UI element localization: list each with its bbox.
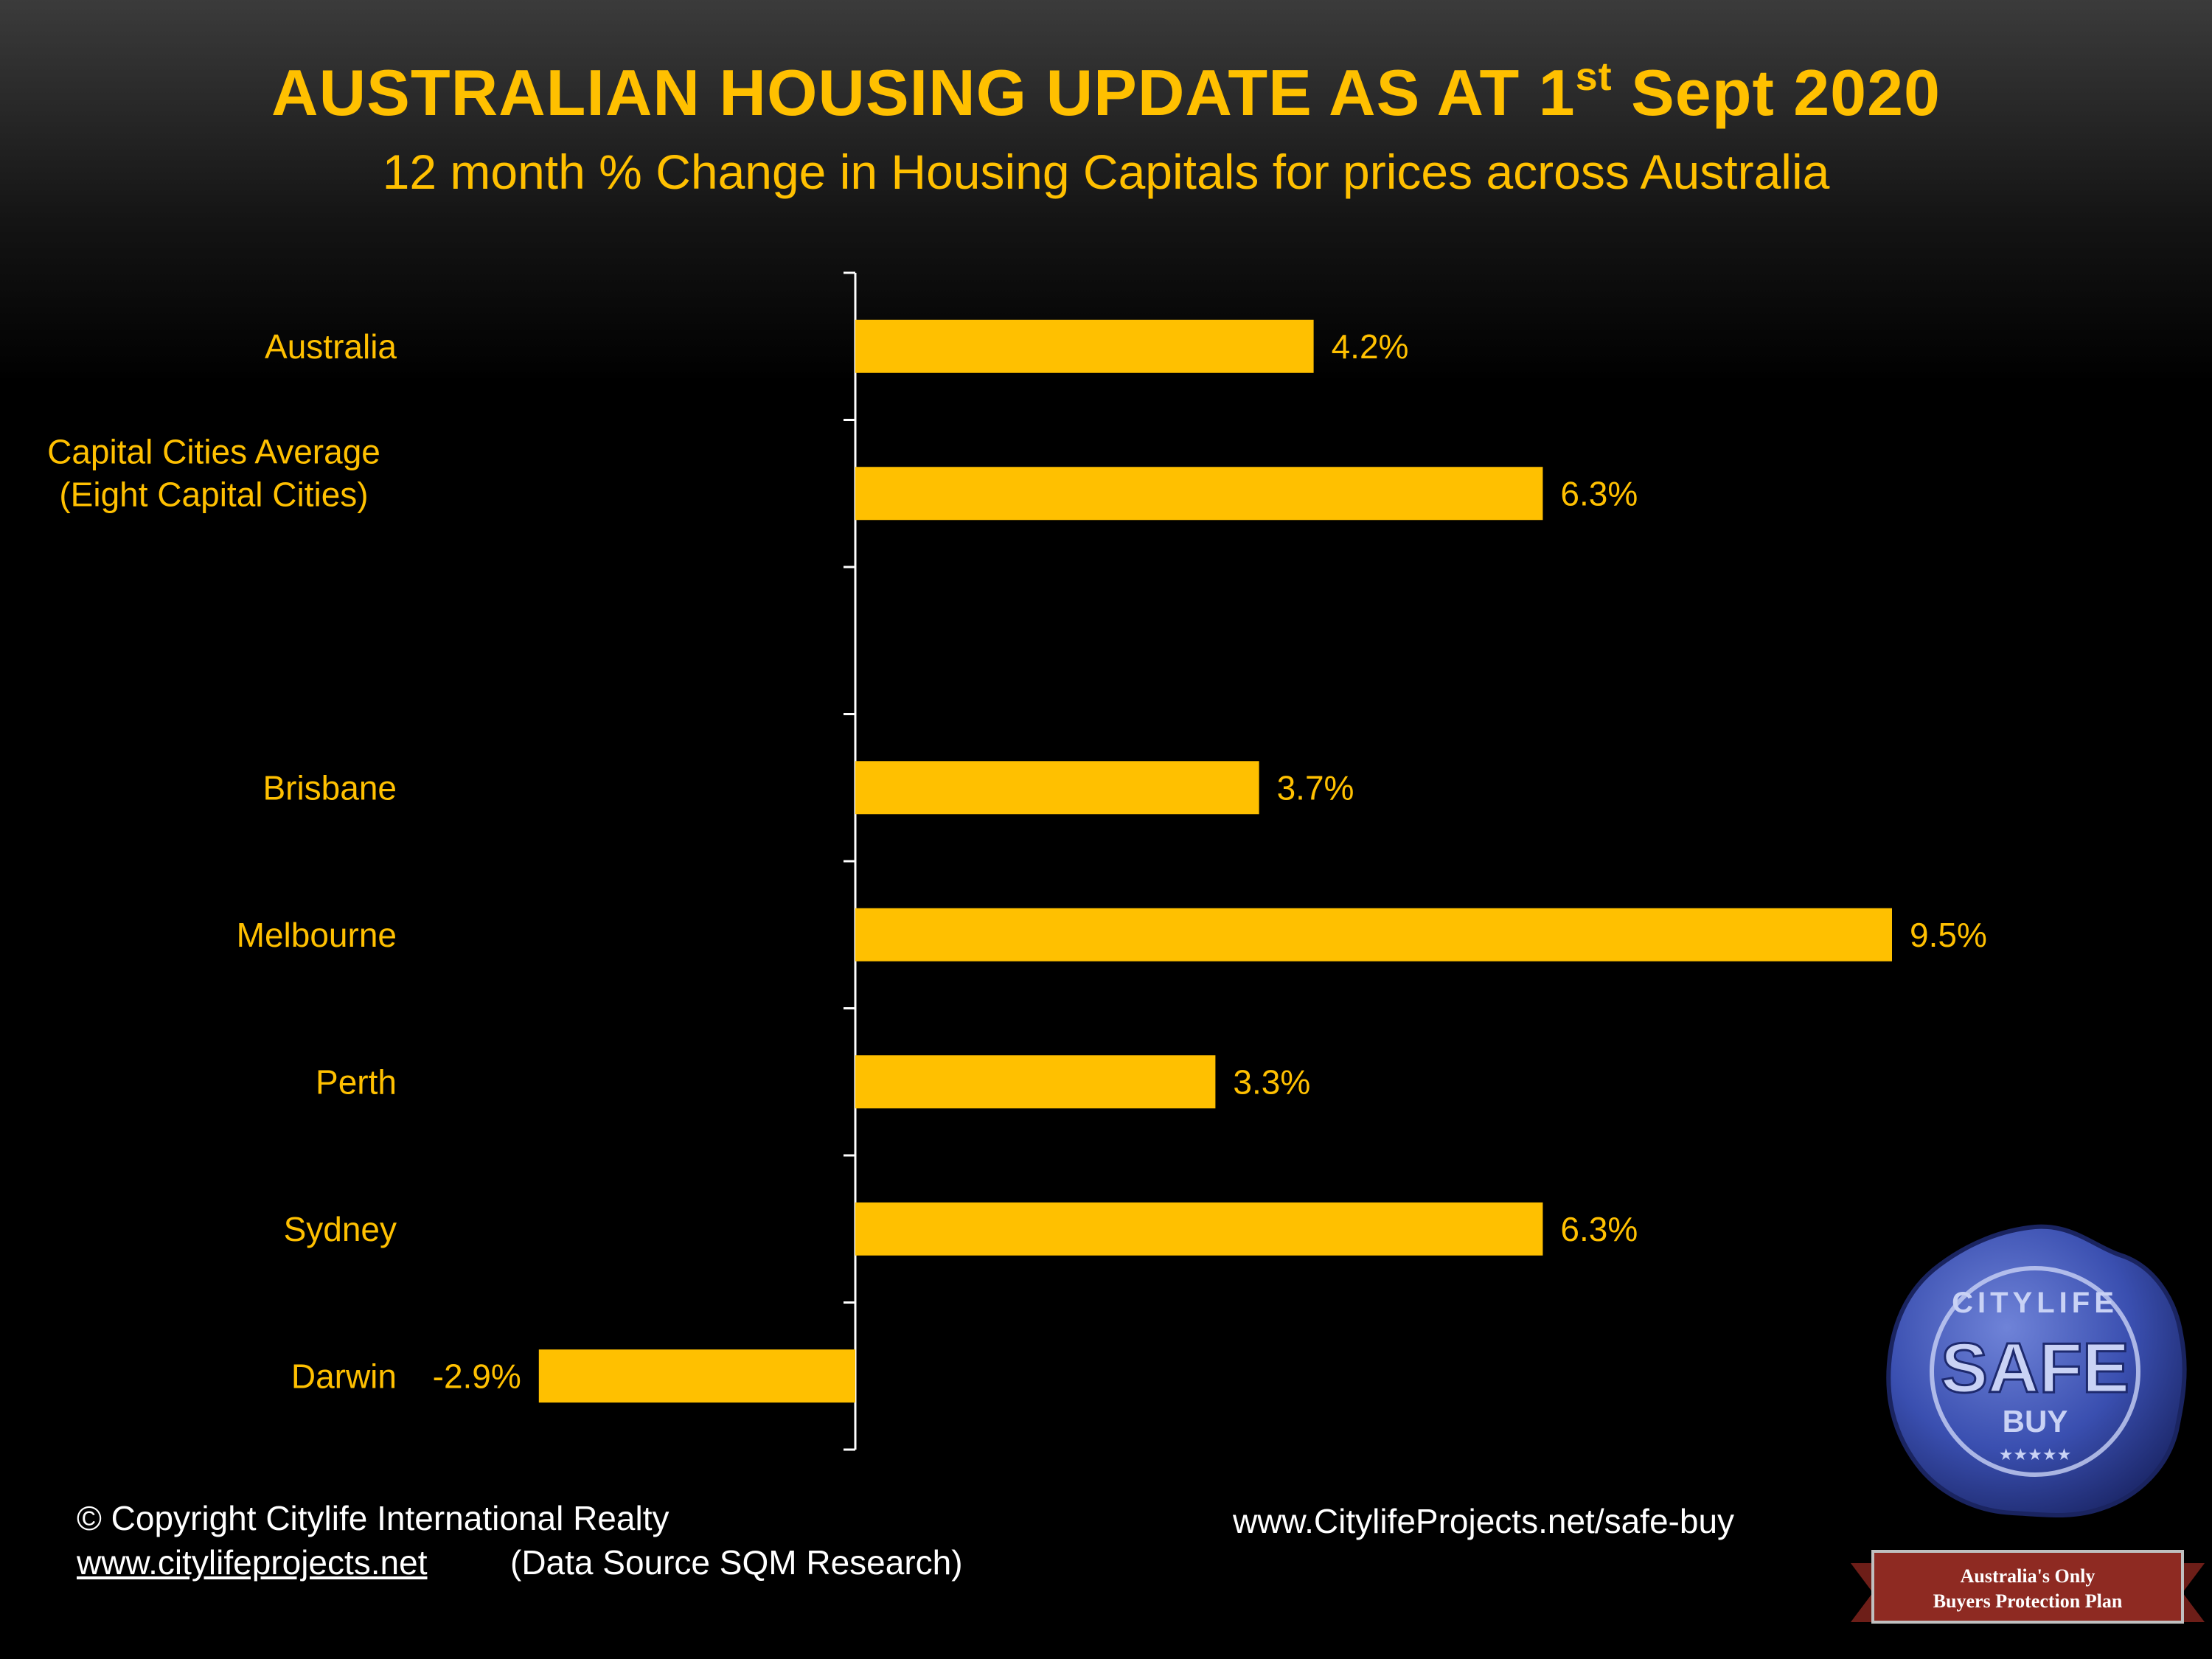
data-label: -2.9% <box>433 1357 521 1395</box>
data-label: 9.5% <box>1910 916 1987 954</box>
bar <box>855 908 1892 961</box>
bar <box>855 761 1259 815</box>
seal-sub-text: BUY <box>2003 1404 2068 1439</box>
category-label: Australia <box>265 327 397 366</box>
category-label: Melbourne <box>237 916 397 954</box>
chart-title: AUSTRALIAN HOUSING UPDATE AS AT 1st Sept… <box>271 55 1941 129</box>
seal-stars: ★★★★★ <box>1999 1446 2072 1464</box>
data-label: 6.3% <box>1560 474 1638 512</box>
bar <box>855 1055 1216 1109</box>
bar <box>855 319 1314 373</box>
bar-chart: Australia 4.2% Capital Cities Average (Eigh… <box>47 319 1987 1403</box>
bar <box>855 1202 1543 1256</box>
chart-subtitle: 12 month % Change in Housing Capitals fo… <box>382 145 1830 199</box>
data-label: 3.7% <box>1277 768 1354 807</box>
category-label: Darwin <box>291 1357 397 1395</box>
category-label: Perth <box>316 1062 397 1101</box>
category-label: Brisbane <box>262 768 397 807</box>
seal-top-text: CITYLIFE <box>1952 1287 2118 1319</box>
copyright-text: © Copyright Citylife International Realt… <box>77 1499 669 1537</box>
ribbon-line-2: Buyers Protection Plan <box>1933 1590 2123 1612</box>
data-label: 4.2% <box>1332 327 1409 366</box>
seal-main-text: SAFE <box>1941 1329 2129 1408</box>
safe-buy-seal-icon: CITYLIFE SAFE BUY ★★★★★ <box>1886 1224 2187 1517</box>
website-link[interactable]: www.citylifeprojects.net <box>77 1543 428 1582</box>
buyers-protection-ribbon: Australia's Only Buyers Protection Plan <box>1851 1550 2205 1624</box>
category-label: Capital Cities Average (Eight Capital Cit… <box>47 432 380 513</box>
ribbon-line-1: Australia's Only <box>1961 1565 2096 1587</box>
data-label: 3.3% <box>1233 1062 1310 1101</box>
bar <box>538 1349 855 1403</box>
data-label: 6.3% <box>1560 1210 1638 1248</box>
category-label: Sydney <box>284 1210 397 1248</box>
bar <box>855 467 1543 521</box>
safe-buy-url[interactable]: www.CitylifeProjects.net/safe-buy <box>1233 1502 1735 1540</box>
data-source-text: (Data Source SQM Research) <box>510 1543 963 1582</box>
